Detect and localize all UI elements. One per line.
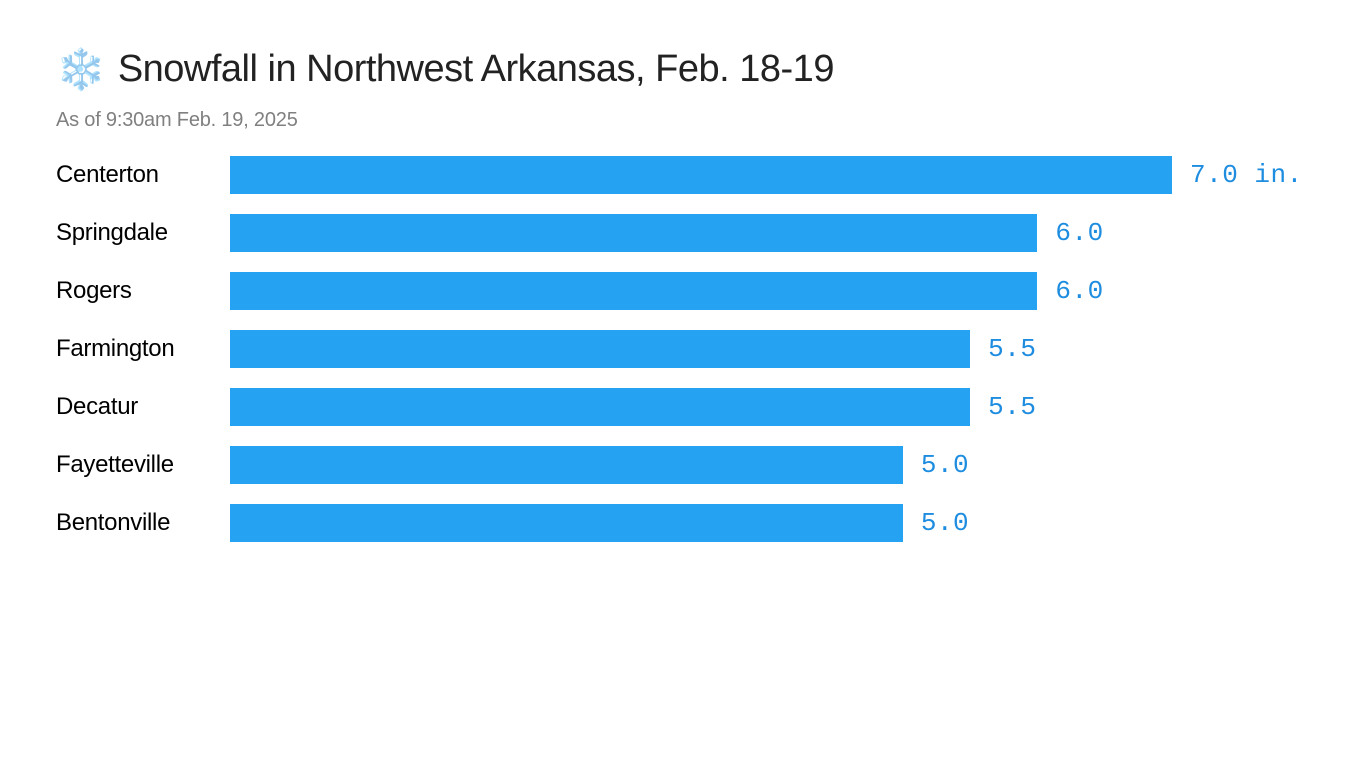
- bar-wrap: 7.0 in.: [230, 156, 1303, 194]
- bar: [230, 272, 1037, 310]
- bar-wrap: 5.0: [230, 446, 969, 484]
- bar: [230, 504, 903, 542]
- chart-row: Bentonville 5.0: [56, 504, 1310, 542]
- row-label: Rogers: [56, 277, 230, 305]
- bar: [230, 446, 903, 484]
- bar-wrap: 6.0: [230, 272, 1104, 310]
- chart-row: Springdale 6.0: [56, 214, 1310, 252]
- chart-row: Fayetteville 5.0: [56, 446, 1310, 484]
- bar: [230, 214, 1037, 252]
- bar-value: 5.0: [921, 508, 969, 538]
- bar-value: 5.5: [988, 392, 1036, 422]
- chart-header: ❄️ Snowfall in Northwest Arkansas, Feb. …: [56, 48, 1310, 91]
- bar-wrap: 6.0: [230, 214, 1104, 252]
- chart-row: Decatur 5.5: [56, 388, 1310, 426]
- chart-row: Rogers 6.0: [56, 272, 1310, 310]
- row-label: Farmington: [56, 335, 230, 363]
- row-label: Springdale: [56, 219, 230, 247]
- bar-wrap: 5.5: [230, 388, 1036, 426]
- bar: [230, 388, 970, 426]
- bar-chart: Centerton 7.0 in. Springdale 6.0 Rogers 6.0 Fa…: [56, 156, 1310, 542]
- row-label: Fayetteville: [56, 451, 230, 479]
- bar: [230, 156, 1172, 194]
- row-label: Centerton: [56, 161, 230, 189]
- bar-value: 5.5: [988, 334, 1036, 364]
- bar-value: 6.0: [1055, 276, 1103, 306]
- chart-row: Farmington 5.5: [56, 330, 1310, 368]
- chart-title: Snowfall in Northwest Arkansas, Feb. 18-…: [118, 48, 834, 91]
- bar-value: 5.0: [921, 450, 969, 480]
- bar-wrap: 5.0: [230, 504, 969, 542]
- chart-subtitle: As of 9:30am Feb. 19, 2025: [56, 109, 1310, 132]
- bar: [230, 330, 970, 368]
- bar-value: 7.0 in.: [1190, 160, 1303, 190]
- chart-row: Centerton 7.0 in.: [56, 156, 1310, 194]
- snowflake-icon: ❄️: [56, 50, 106, 90]
- row-label: Decatur: [56, 393, 230, 421]
- bar-wrap: 5.5: [230, 330, 1036, 368]
- bar-value: 6.0: [1055, 218, 1103, 248]
- row-label: Bentonville: [56, 509, 230, 537]
